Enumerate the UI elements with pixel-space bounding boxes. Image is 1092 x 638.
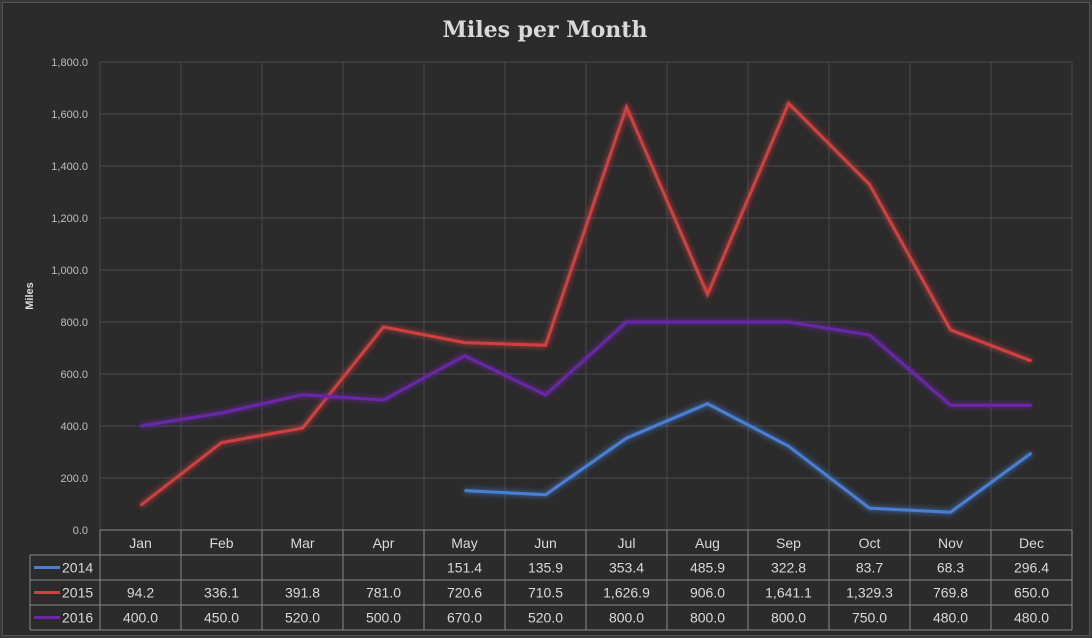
- data-label-2015: 781.0: [366, 585, 401, 601]
- y-axis-label: Miles: [24, 282, 36, 310]
- y-tick-label: 1,600.0: [51, 109, 88, 121]
- y-tick-label: 800.0: [60, 317, 88, 329]
- data-label-2016: 800.0: [690, 610, 725, 626]
- data-label-2015: 650.0: [1014, 585, 1049, 601]
- data-label-2016: 750.0: [852, 610, 887, 626]
- series-line-2014: [464, 402, 1033, 514]
- legend-label-2014: 2014: [62, 560, 93, 576]
- grid-lines: [99, 61, 1073, 531]
- data-label-2014: 296.4: [1014, 560, 1049, 576]
- x-tick-label: Jan: [129, 535, 152, 551]
- x-tick-label: May: [451, 535, 477, 551]
- data-label-2014: 353.4: [609, 560, 644, 576]
- y-tick-label: 600.0: [60, 369, 88, 381]
- data-label-2014: 151.4: [447, 560, 482, 576]
- data-label-2016: 500.0: [366, 610, 401, 626]
- x-tick-label: Aug: [695, 535, 720, 551]
- x-tick-label: Dec: [1019, 535, 1044, 551]
- y-tick-label: 400.0: [60, 421, 88, 433]
- data-label-2016: 480.0: [933, 610, 968, 626]
- x-tick-label: Mar: [290, 535, 314, 551]
- data-label-2015: 336.1: [204, 585, 239, 601]
- data-label-2014: 135.9: [528, 560, 563, 576]
- y-tick-label: 0.0: [73, 525, 88, 537]
- y-tick-label: 1,200.0: [51, 213, 88, 225]
- data-label-2014: 83.7: [856, 560, 883, 576]
- data-label-2016: 450.0: [204, 610, 239, 626]
- data-label-2016: 800.0: [609, 610, 644, 626]
- data-label-2016: 520.0: [285, 610, 320, 626]
- series-lines: [139, 100, 1033, 514]
- y-tick-label: 1,800.0: [51, 57, 88, 69]
- data-label-2015: 1,626.9: [603, 585, 650, 601]
- legend-label-2015: 2015: [62, 585, 93, 601]
- data-label-2015: 391.8: [285, 585, 320, 601]
- series-line-2016: [140, 320, 1032, 428]
- data-label-2016: 480.0: [1014, 610, 1049, 626]
- x-tick-label: Feb: [209, 535, 233, 551]
- x-tick-label: Jun: [534, 535, 557, 551]
- data-label-2016: 400.0: [123, 610, 158, 626]
- x-tick-label: Jul: [618, 535, 636, 551]
- legend-label-2016: 2016: [62, 610, 93, 626]
- data-label-2014: 68.3: [937, 560, 964, 576]
- data-label-2014: 485.9: [690, 560, 725, 576]
- chart-title: Miles per Month: [443, 17, 648, 43]
- x-tick-label: Nov: [938, 535, 963, 551]
- y-tick-label: 1,000.0: [51, 265, 88, 277]
- x-tick-label: Oct: [859, 535, 881, 551]
- data-label-2015: 720.6: [447, 585, 482, 601]
- y-tick-label: 200.0: [60, 473, 88, 485]
- data-label-2015: 769.8: [933, 585, 968, 601]
- data-label-2015: 94.2: [127, 585, 154, 601]
- data-label-2014: 322.8: [771, 560, 806, 576]
- data-label-2016: 670.0: [447, 610, 482, 626]
- data-label-2016: 520.0: [528, 610, 563, 626]
- y-tick-labels: 0.0 200.0 400.0 600.0 800.0 1,000.0 1,200.0 1,4…: [51, 57, 88, 537]
- data-label-2015: 1,329.3: [846, 585, 893, 601]
- data-table: Jan Feb Mar Apr May Jun Jul Aug Sep Oct Nov Dec 2014…: [29, 529, 1073, 631]
- series-line-2015: [139, 100, 1033, 507]
- y-tick-label: 1,400.0: [51, 161, 88, 173]
- x-tick-label: Sep: [776, 535, 801, 551]
- data-label-2015: 710.5: [528, 585, 563, 601]
- data-label-2016: 800.0: [771, 610, 806, 626]
- data-label-2015: 906.0: [690, 585, 725, 601]
- x-tick-label: Apr: [373, 535, 395, 551]
- data-label-2015: 1,641.1: [765, 585, 812, 601]
